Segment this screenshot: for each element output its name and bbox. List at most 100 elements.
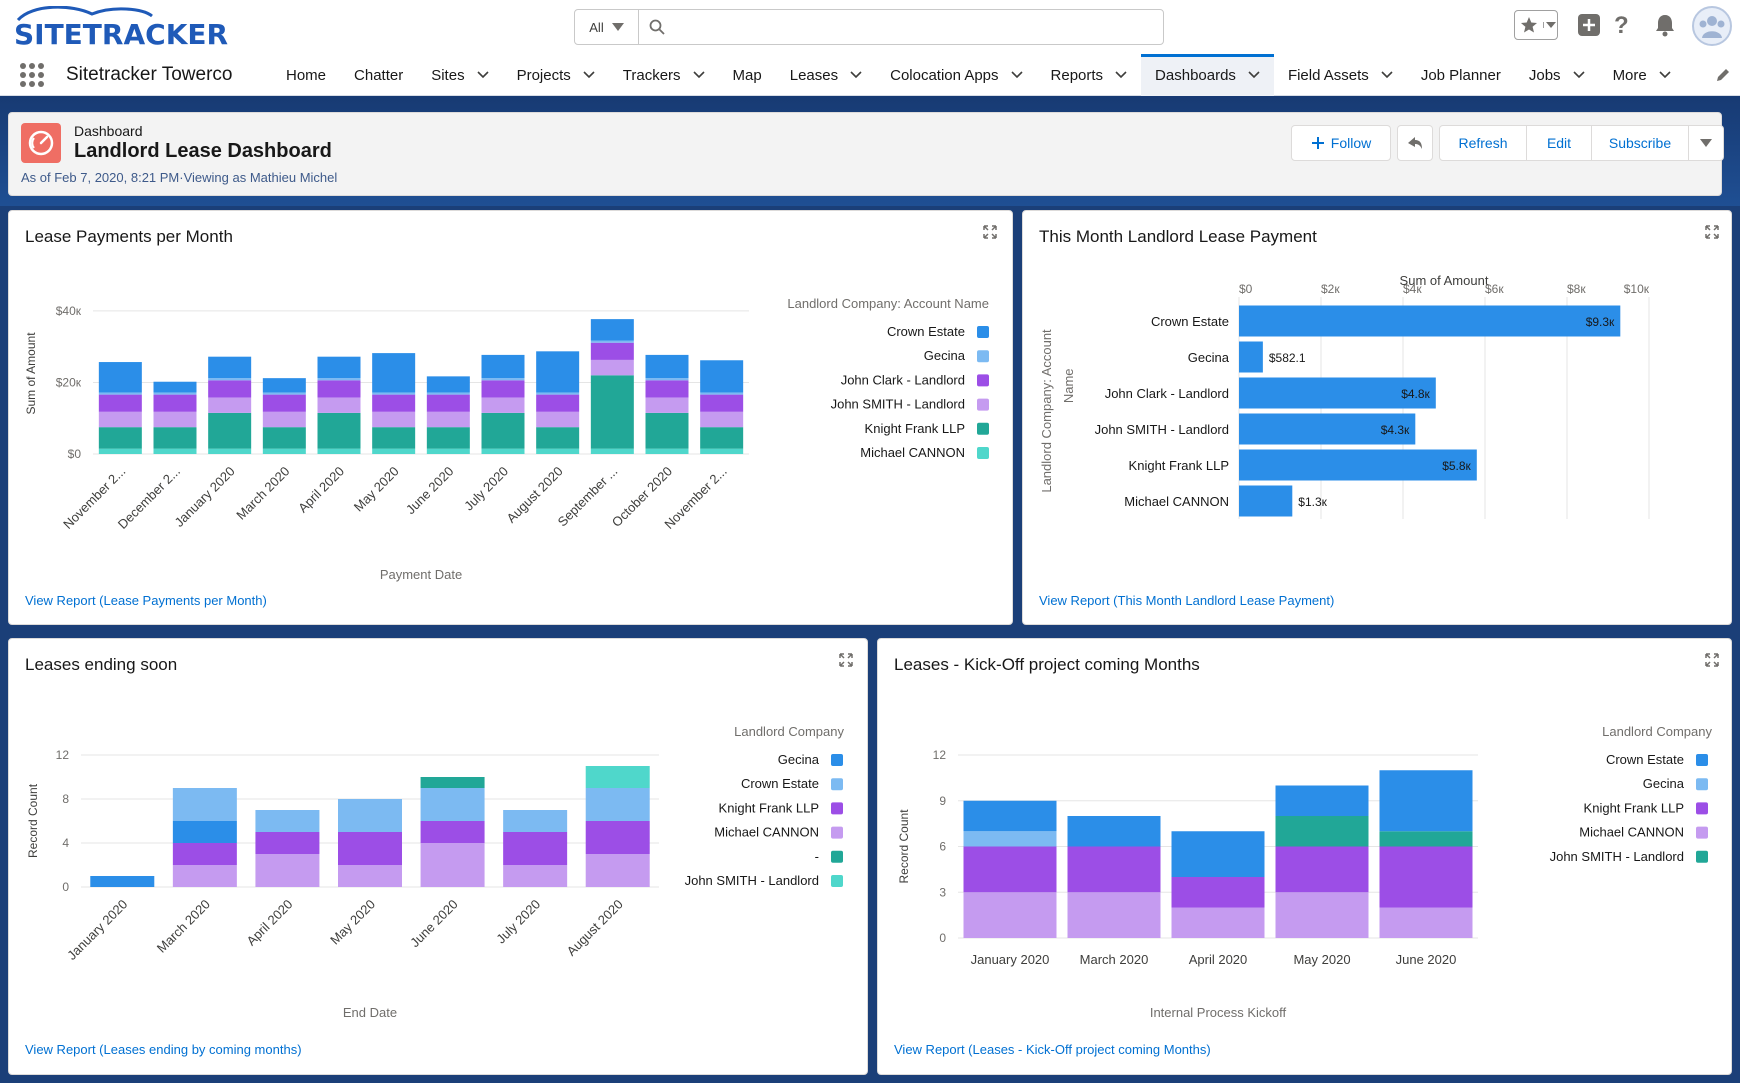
legend-swatch-knight-frank-llp (831, 802, 843, 815)
chevron-down-icon[interactable] (850, 71, 862, 79)
nav-tab-label: Job Planner (1420, 66, 1501, 84)
x-tick-label: $6к (1485, 282, 1504, 296)
view-report-link[interactable]: View Report (This Month Landlord Lease P… (1039, 593, 1335, 608)
bar-segment-gecina (90, 876, 155, 887)
nav-tab-label: Colocation Apps (890, 66, 999, 84)
chevron-down-icon[interactable] (1659, 71, 1671, 79)
nav-tab-map[interactable]: Map (719, 54, 776, 96)
x-tick-label: March 2020 (233, 464, 292, 523)
legend-title: Landlord Company: Account Name (787, 296, 989, 311)
logo-cloud-icon (16, 6, 153, 22)
y-tick-label: John Clark - Landlord (1105, 386, 1229, 401)
bar-segment-knight-frank-llp (1171, 877, 1265, 908)
nav-tab-label: Map (732, 66, 762, 84)
nav-tab-home[interactable]: Home (272, 54, 340, 96)
nav-tab-jobs[interactable]: Jobs (1515, 54, 1599, 96)
nav-tab-label: Home (286, 66, 327, 84)
favorites-button[interactable] (1514, 10, 1558, 40)
legend-label: John SMITH - Landlord (831, 397, 965, 412)
nav-tab-field-assets[interactable]: Field Assets (1274, 54, 1407, 96)
subscribe-button[interactable]: Subscribe (1591, 125, 1689, 161)
chevron-down-icon[interactable] (692, 71, 705, 79)
search-scope-label: All (589, 19, 604, 35)
nav-tab-job-planner[interactable]: Job Planner (1407, 54, 1515, 96)
nav-tab-sites[interactable]: Sites (417, 54, 502, 96)
nav-tab-projects[interactable]: Projects (503, 54, 609, 96)
nav-tab-reports[interactable]: Reports (1037, 54, 1142, 96)
legend-label: Crown Estate (1606, 752, 1684, 767)
pencil-icon[interactable] (1716, 68, 1730, 87)
nav-tab-dashboards[interactable]: Dashboards (1141, 54, 1274, 96)
chevron-down-icon[interactable] (1248, 71, 1260, 79)
bar-segment-gecina (590, 340, 634, 343)
nav-tab-chatter[interactable]: Chatter (340, 54, 417, 96)
view-report-link[interactable]: View Report (Leases ending by coming mon… (25, 1042, 302, 1057)
chevron-down-icon[interactable] (1381, 71, 1393, 79)
chevron-down-icon[interactable] (583, 71, 595, 79)
bar-segment-john-smith-landlord (153, 411, 197, 428)
expand-icon[interactable] (1705, 653, 1719, 672)
legend-label: Michael CANNON (860, 445, 965, 460)
bar-segment-john-smith-landlord (585, 766, 650, 788)
x-axis-label: Internal Process Kickoff (1150, 1005, 1287, 1020)
nav-tab-label: Dashboards (1155, 66, 1236, 84)
star-icon (1515, 16, 1543, 34)
bar-segment-crown-estate (153, 381, 197, 393)
x-tick-label: May 2020 (351, 464, 402, 515)
view-report-link[interactable]: View Report (Leases - Kick-Off project c… (894, 1042, 1211, 1057)
follow-button[interactable]: Follow (1291, 125, 1391, 161)
bar-segment-gecina (426, 392, 470, 395)
bar-segment-john-smith-landlord (98, 411, 142, 428)
bar (1239, 305, 1621, 337)
expand-icon[interactable] (1705, 225, 1719, 244)
y-tick-label: Michael CANNON (1124, 494, 1229, 509)
view-report-link[interactable]: View Report (Lease Payments per Month) (25, 593, 267, 608)
bar-segment-gecina (262, 392, 306, 395)
bar-segment-knight-frank-llp (1379, 846, 1473, 908)
x-tick-label: June 2020 (1396, 952, 1457, 967)
bar-segment-knight-frank-llp (645, 412, 689, 449)
expand-icon[interactable] (839, 653, 853, 672)
x-tick-label: March 2020 (1080, 952, 1149, 967)
dashboard-header: Dashboard Landlord Lease Dashboard As of… (8, 112, 1724, 196)
nav-tab-colocation-apps[interactable]: Colocation Apps (876, 54, 1036, 96)
bar-segment-knight-frank-llp (372, 427, 416, 449)
refresh-button[interactable]: Refresh (1439, 125, 1527, 161)
more-actions-button[interactable] (1688, 125, 1724, 161)
y-axis-label: Record Count (897, 809, 911, 884)
x-tick-label: April 2020 (1189, 952, 1248, 967)
search-input[interactable] (675, 10, 1163, 44)
global-actions-plus-icon[interactable] (1576, 10, 1602, 40)
y-tick-label: 0 (62, 880, 69, 894)
bar-segment-crown-estate (700, 360, 744, 393)
expand-icon[interactable] (983, 225, 997, 244)
chevron-down-icon[interactable] (477, 71, 489, 79)
chevron-down-icon[interactable] (1115, 71, 1127, 79)
bar-segment-crown-estate (963, 800, 1057, 832)
card-title: Leases - Kick-Off project coming Months (894, 655, 1200, 674)
help-icon[interactable]: ? (1608, 10, 1634, 40)
nav-tab-more[interactable]: More (1599, 54, 1685, 96)
bar (1239, 413, 1416, 445)
bar-segment-john-clark-landlord (317, 380, 361, 398)
bar-segment-crown-estate (585, 788, 650, 821)
bar-segment-john-clark-landlord (98, 394, 142, 412)
chevron-down-icon[interactable] (1010, 71, 1023, 79)
edit-button[interactable]: Edit (1526, 125, 1592, 161)
nav-tab-trackers[interactable]: Trackers (609, 54, 719, 96)
chevron-down-icon[interactable] (1572, 71, 1585, 79)
legend-swatch-gecina (1696, 778, 1708, 791)
bar-segment-michael-cannon (700, 448, 744, 454)
bar-segment-michael-cannon (153, 448, 197, 454)
bar-segment-knight-frank-llp (262, 427, 306, 449)
bar-segment-gecina (153, 392, 197, 395)
sitetracker-logo[interactable]: SITETRACKER (12, 6, 242, 51)
bell-icon[interactable] (1650, 10, 1680, 40)
user-avatar[interactable] (1692, 6, 1732, 46)
app-launcher-icon[interactable] (20, 63, 44, 87)
x-tick-label: April 2020 (244, 897, 296, 949)
nav-tab-leases[interactable]: Leases (776, 54, 876, 96)
share-button[interactable] (1397, 125, 1433, 161)
y-tick-label: Gecina (1188, 350, 1230, 365)
search-scope-select[interactable]: All (575, 10, 639, 44)
